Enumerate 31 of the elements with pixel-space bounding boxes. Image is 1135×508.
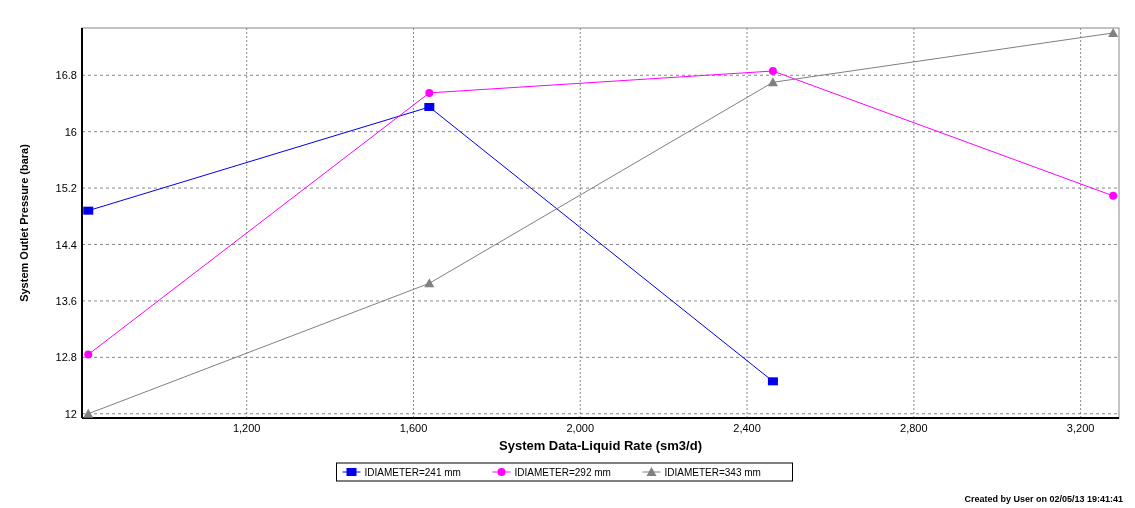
x-tick-label: 1,600 (399, 422, 428, 434)
point (424, 102, 435, 111)
legend-label: IDIAMETER=343 mm (664, 467, 761, 478)
y-tick-label: 12 (64, 407, 77, 420)
point (1108, 27, 1119, 37)
y-axis-title: System Outlet Pressure (bara) (18, 143, 30, 302)
legend-label: IDIAMETER=241 mm (364, 467, 461, 478)
y-tick-label: 13.6 (55, 294, 77, 307)
y-tick-label: 14.4 (55, 238, 77, 251)
point (767, 377, 778, 386)
x-tick-label: 2,400 (733, 422, 761, 434)
point (767, 77, 778, 87)
point (1109, 191, 1118, 200)
x-axis-title: System Data-Liquid Rate (sm3/d) (499, 438, 702, 453)
x-tick-label: 3,200 (1066, 422, 1095, 434)
y-tick-label: 16 (64, 125, 77, 138)
point (768, 67, 777, 76)
x-tick-label: 2,800 (900, 422, 928, 434)
point (424, 278, 435, 288)
legend-label: IDIAMETER=292 mm (514, 467, 611, 478)
y-tick-label: 15.2 (55, 182, 77, 195)
point (425, 88, 434, 97)
point (83, 206, 94, 215)
x-tick-label: 1,200 (232, 422, 261, 434)
text: Created by User on 02/05/13 19:41:41 (964, 494, 1123, 504)
line-series (83, 27, 1119, 418)
point (83, 408, 94, 418)
y-tick-label: 12.8 (55, 351, 77, 364)
y-tick-label: 16.8 (55, 69, 77, 82)
point (84, 350, 93, 359)
x-tick-label: 2,000 (566, 422, 595, 434)
